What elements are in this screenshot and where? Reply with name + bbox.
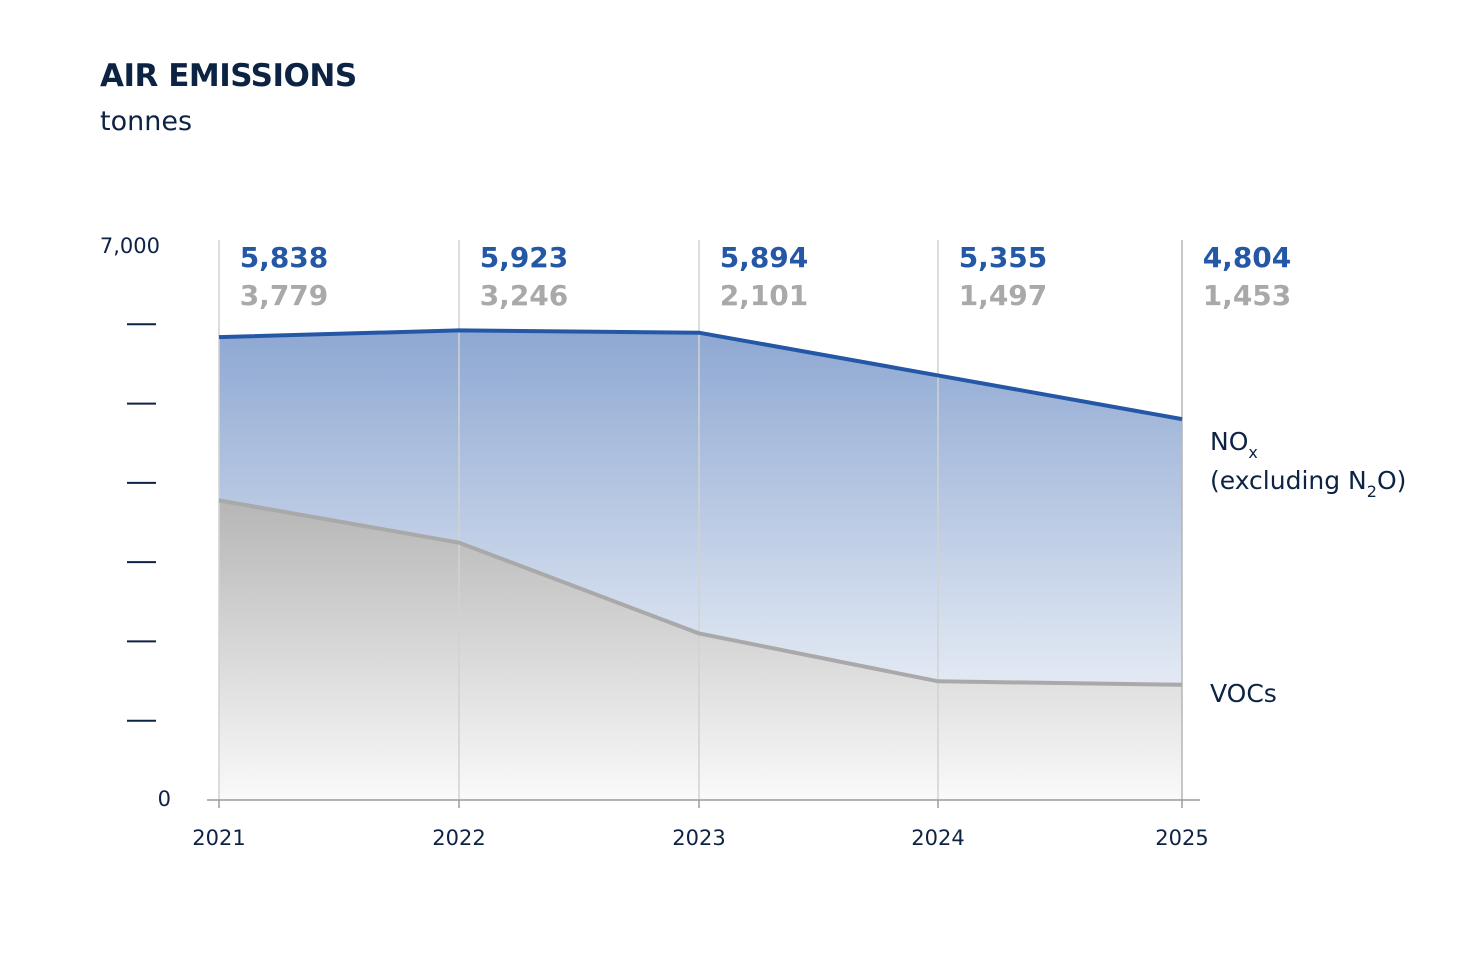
nox-series-label: NOx (1210, 427, 1258, 462)
nox-value-label-2021: 5,838 (240, 241, 329, 274)
vocs-value-label-2021: 3,779 (240, 279, 329, 312)
nox-label-main: NO (1210, 427, 1248, 456)
vocs-value-label-2024: 1,497 (959, 279, 1048, 312)
vocs-value-label-2023: 2,101 (720, 279, 809, 312)
nox-value-label-2024: 5,355 (959, 241, 1048, 274)
nox-value-label-2022: 5,923 (480, 241, 569, 274)
x-tick-label-2025: 2025 (1155, 826, 1208, 850)
y-tick-label-top: 7,000 (100, 234, 160, 258)
chart-subtitle: tonnes (100, 106, 193, 137)
nox-series-label-line2: (excluding N2O) (1210, 466, 1406, 501)
vocs-series-label: VOCs (1210, 679, 1277, 708)
x-tick-label-2021: 2021 (192, 826, 245, 850)
nox-label-line2-subscript: 2 (1367, 482, 1377, 501)
vocs-value-label-2022: 3,246 (480, 279, 569, 312)
x-tick-label-2022: 2022 (432, 826, 485, 850)
vocs-value-label-2025: 1,453 (1203, 279, 1292, 312)
chart-title: AIR EMISSIONS (100, 58, 357, 94)
nox-label-line2-pre: (excluding N (1210, 466, 1367, 495)
x-tick-label-2024: 2024 (911, 826, 964, 850)
x-tick-label-2023: 2023 (672, 826, 725, 850)
vocs-series-line (218, 498, 1183, 687)
nox-value-label-2025: 4,804 (1203, 241, 1292, 274)
nox-series-line (218, 328, 1183, 422)
nox-value-label-2023: 5,894 (720, 241, 809, 274)
nox-label-line2-post: O) (1377, 466, 1406, 495)
y-tick-label-zero: 0 (158, 787, 171, 811)
nox-label-subscript: x (1248, 443, 1257, 462)
